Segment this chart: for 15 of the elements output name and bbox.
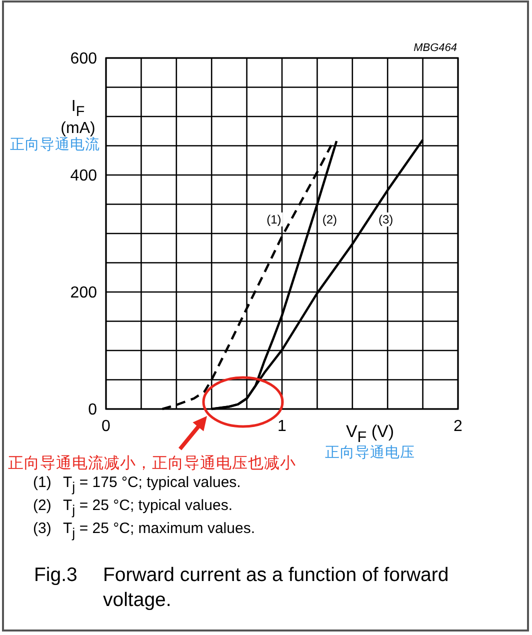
chart-title: Fig.3 Forward current as a function of forward voltage. [34, 564, 449, 611]
text: 正向导通电流减小，正向导通电压也减小 [8, 454, 296, 472]
text: 正向导通电流 [10, 136, 100, 153]
y-tick-label: 400 [70, 168, 98, 184]
text: 正向导通电压 [325, 444, 415, 461]
x-tick-label: 1 [278, 418, 287, 435]
series-label: (3) [378, 212, 394, 226]
x-tick-label: 2 [454, 418, 463, 435]
y-tick-label: 0 [88, 402, 98, 418]
series-label: (2) [322, 212, 338, 226]
y-tick-label: 200 [70, 284, 98, 302]
text: MBG464 [414, 42, 457, 54]
series-label: (1) [266, 212, 282, 226]
y-tick-label: 600 [70, 50, 98, 68]
x-tick-label: 0 [102, 418, 111, 435]
